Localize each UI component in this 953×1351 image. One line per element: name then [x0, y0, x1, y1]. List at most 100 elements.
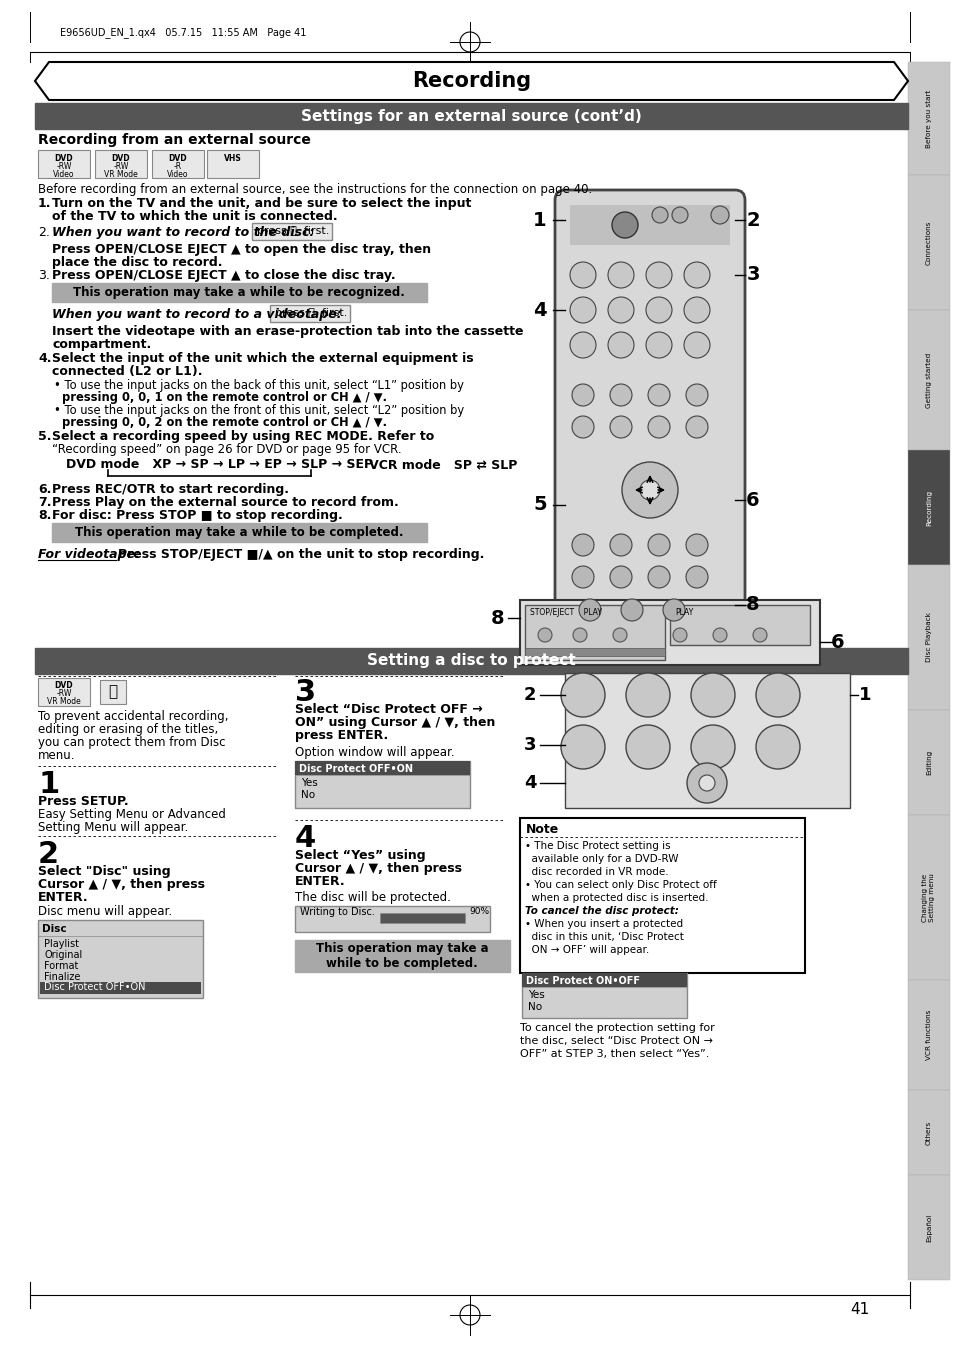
Bar — [294, 940, 510, 971]
Circle shape — [690, 725, 734, 769]
Text: Yes: Yes — [527, 990, 544, 1000]
Circle shape — [560, 725, 604, 769]
Text: OFF” at STEP 3, then select “Yes”.: OFF” at STEP 3, then select “Yes”. — [519, 1048, 709, 1059]
Text: To cancel the disc protect:: To cancel the disc protect: — [524, 907, 679, 916]
Bar — [907, 309, 949, 450]
Text: Turn on the TV and the unit, and be sure to select the input: Turn on the TV and the unit, and be sure… — [52, 197, 471, 209]
Text: ON → OFF’ will appear.: ON → OFF’ will appear. — [524, 944, 649, 955]
Text: DVD: DVD — [169, 154, 187, 163]
Circle shape — [699, 775, 714, 790]
Circle shape — [645, 332, 671, 358]
Circle shape — [671, 207, 687, 223]
Circle shape — [613, 628, 626, 642]
Circle shape — [685, 534, 707, 557]
Text: Video: Video — [53, 170, 74, 178]
Circle shape — [607, 262, 634, 288]
Circle shape — [572, 566, 594, 588]
Text: No: No — [527, 1002, 541, 1012]
Text: Disc Playback: Disc Playback — [925, 612, 931, 662]
Circle shape — [685, 416, 707, 438]
Text: -RW: -RW — [56, 162, 71, 172]
Text: the disc, select “Disc Protect ON →: the disc, select “Disc Protect ON → — [519, 1036, 712, 1046]
Circle shape — [712, 628, 726, 642]
Text: Disc Protect ON•OFF: Disc Protect ON•OFF — [525, 975, 639, 986]
Text: 4: 4 — [533, 300, 546, 319]
Circle shape — [647, 534, 669, 557]
Text: Disc Protect OFF•ON: Disc Protect OFF•ON — [44, 982, 146, 992]
Text: For videotape:: For videotape: — [38, 549, 140, 561]
Bar — [907, 565, 949, 711]
Text: Disc Protect OFF•ON: Disc Protect OFF•ON — [298, 765, 413, 774]
Text: Video: Video — [167, 170, 189, 178]
Circle shape — [609, 416, 631, 438]
Bar — [52, 282, 427, 303]
Bar — [907, 979, 949, 1090]
Circle shape — [683, 332, 709, 358]
Circle shape — [639, 480, 659, 500]
Bar — [52, 523, 427, 542]
Bar — [152, 150, 204, 178]
Bar — [907, 1175, 949, 1279]
Text: disc in this unit, ‘Disc Protect: disc in this unit, ‘Disc Protect — [524, 932, 683, 942]
Text: Recording: Recording — [412, 72, 531, 91]
Text: Connections: Connections — [925, 220, 931, 265]
Bar — [100, 680, 126, 704]
Text: 2.: 2. — [38, 226, 50, 239]
Text: 8: 8 — [491, 608, 504, 627]
Bar — [270, 305, 350, 322]
Bar — [907, 1090, 949, 1175]
Text: VHS: VHS — [224, 154, 242, 163]
Text: 2: 2 — [745, 211, 759, 230]
Text: menu.: menu. — [38, 748, 75, 762]
Circle shape — [662, 598, 684, 621]
Text: 3: 3 — [523, 736, 536, 754]
Text: This operation may take a
while to be completed.: This operation may take a while to be co… — [315, 942, 488, 970]
Bar — [907, 815, 949, 979]
Text: Recording from an external source: Recording from an external source — [38, 132, 311, 147]
Text: ⛯: ⛯ — [109, 685, 117, 700]
Circle shape — [569, 332, 596, 358]
Bar — [95, 150, 147, 178]
Text: 4: 4 — [523, 774, 536, 792]
Circle shape — [645, 262, 671, 288]
Text: ENTER.: ENTER. — [294, 875, 345, 888]
Circle shape — [647, 384, 669, 407]
Text: Finalize: Finalize — [44, 971, 80, 982]
Bar — [40, 982, 201, 994]
Text: 2: 2 — [523, 686, 536, 704]
Bar — [519, 817, 804, 973]
Text: E9656UD_EN_1.qx4   05.7.15   11:55 AM   Page 41: E9656UD_EN_1.qx4 05.7.15 11:55 AM Page 4… — [60, 27, 306, 38]
Text: 8.: 8. — [38, 509, 51, 521]
Circle shape — [752, 628, 766, 642]
Text: To cancel the protection setting for: To cancel the protection setting for — [519, 1023, 714, 1034]
Text: Option window will appear.: Option window will appear. — [294, 746, 455, 759]
FancyBboxPatch shape — [555, 190, 744, 640]
Text: pressing 0, 0, 1 on the remote control or CH ▲ / ▼.: pressing 0, 0, 1 on the remote control o… — [62, 390, 387, 404]
Circle shape — [683, 262, 709, 288]
Circle shape — [560, 673, 604, 717]
Circle shape — [609, 384, 631, 407]
Text: compartment.: compartment. — [52, 338, 152, 351]
Text: when a protected disc is inserted.: when a protected disc is inserted. — [524, 893, 708, 902]
Bar — [38, 150, 90, 178]
Text: 6: 6 — [745, 490, 759, 509]
Text: Select the input of the unit which the external equipment is: Select the input of the unit which the e… — [52, 353, 473, 365]
Text: Original: Original — [44, 950, 82, 961]
Circle shape — [672, 628, 686, 642]
Circle shape — [683, 297, 709, 323]
Text: “Recording speed” on page 26 for DVD or page 95 for VCR.: “Recording speed” on page 26 for DVD or … — [52, 443, 401, 457]
Bar — [521, 973, 686, 1019]
Text: 1: 1 — [533, 211, 546, 230]
Bar — [907, 450, 949, 565]
Bar — [38, 678, 90, 707]
Bar — [35, 103, 907, 128]
Bar — [294, 761, 470, 808]
Text: Getting started: Getting started — [925, 353, 931, 408]
Circle shape — [645, 297, 671, 323]
Text: Disc: Disc — [42, 924, 67, 934]
Bar — [38, 920, 203, 998]
Text: • The Disc Protect setting is: • The Disc Protect setting is — [524, 842, 670, 851]
Bar — [907, 176, 949, 309]
Circle shape — [755, 725, 800, 769]
Text: When you want to record to a videotape:: When you want to record to a videotape: — [52, 308, 341, 322]
